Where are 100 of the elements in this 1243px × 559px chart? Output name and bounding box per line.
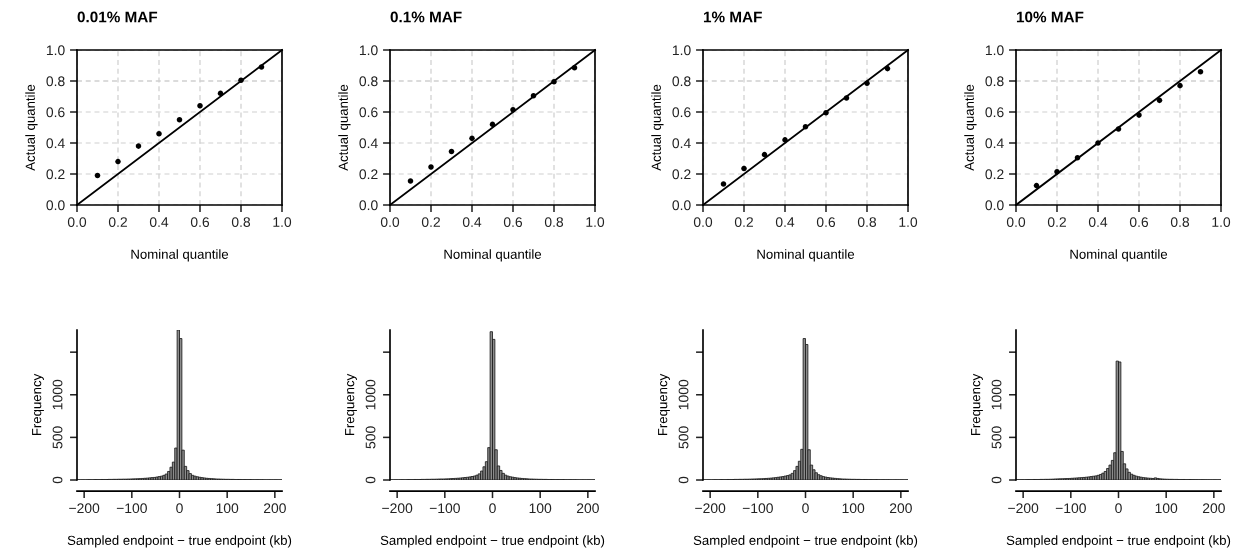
point xyxy=(428,164,434,170)
point xyxy=(1095,140,1101,146)
x-tick-label: 0.6 xyxy=(190,217,210,228)
x-tick-label: 100 xyxy=(842,503,865,514)
x-tick-label: 100 xyxy=(529,503,552,514)
y-tick-label: 500 xyxy=(365,426,376,449)
y-tick-label: 0.2 xyxy=(359,169,378,180)
x-tick-label: 0.2 xyxy=(421,217,440,228)
y-tick-label: 0.6 xyxy=(672,107,691,118)
x-tick-label: 0.0 xyxy=(1006,217,1026,228)
point xyxy=(156,130,162,137)
y-tick-label: 0 xyxy=(365,476,376,484)
x-tick-label: 0.2 xyxy=(734,217,753,228)
y-axis-title: Actual quantile xyxy=(964,84,977,171)
x-tick-label: 0.0 xyxy=(380,217,400,228)
x-tick-label: 0.6 xyxy=(816,217,836,228)
point xyxy=(551,79,557,85)
x-tick-label: 0.4 xyxy=(149,217,169,228)
x-tick-label: 0.0 xyxy=(67,217,87,228)
y-tick-label: 500 xyxy=(991,426,1002,449)
point xyxy=(1033,182,1040,189)
y-tick-label: 0.2 xyxy=(672,169,691,180)
x-tick-label: 100 xyxy=(1155,503,1178,514)
x-tick-label: −200 xyxy=(695,503,726,514)
point xyxy=(1054,168,1060,175)
point xyxy=(530,92,537,99)
x-tick-label: 0 xyxy=(802,503,809,514)
y-tick-label: 1.0 xyxy=(359,45,378,56)
point xyxy=(884,65,891,72)
y-tick-label: 0.0 xyxy=(359,200,378,211)
x-tick-label: −200 xyxy=(1008,503,1039,514)
point xyxy=(469,135,475,142)
point xyxy=(1177,82,1183,89)
y-axis-title: Frequency xyxy=(971,373,983,436)
x-axis-title: Nominal quantile xyxy=(757,249,855,262)
x-tick-label: 0.2 xyxy=(1047,217,1066,228)
y-tick-label: 0.0 xyxy=(985,200,1004,211)
x-axis-title: Sampled endpoint − true endpoint (kb) xyxy=(380,535,605,548)
y-axis-title: Frequency xyxy=(658,373,670,436)
x-tick-label: −100 xyxy=(116,503,147,514)
point xyxy=(720,181,727,187)
x-tick-label: 0.8 xyxy=(231,217,251,228)
chart-title: 0.01% MAF xyxy=(77,11,158,23)
point xyxy=(197,103,203,109)
y-tick-label: 500 xyxy=(52,426,63,449)
x-tick-label: −200 xyxy=(69,503,100,514)
point xyxy=(1074,154,1081,161)
y-axis-title: Actual quantile xyxy=(651,84,664,171)
x-axis-title: Sampled endpoint − true endpoint (kb) xyxy=(693,535,918,548)
y-tick-label: 0.4 xyxy=(359,138,378,149)
x-tick-label: 0.8 xyxy=(857,217,877,228)
point xyxy=(843,95,850,101)
y-tick-label: 0.6 xyxy=(46,107,65,118)
x-tick-label: 1.0 xyxy=(273,217,292,228)
point xyxy=(258,64,265,70)
y-axis-title: Actual quantile xyxy=(25,84,38,171)
point xyxy=(407,178,414,184)
x-tick-label: 0 xyxy=(1115,503,1122,514)
y-tick-label: 1000 xyxy=(365,379,376,410)
y-tick-label: 1.0 xyxy=(985,45,1004,56)
y-axis-title: Actual quantile xyxy=(338,84,351,171)
x-axis-title: Nominal quantile xyxy=(131,249,229,262)
x-tick-label: −100 xyxy=(1055,503,1086,514)
y-tick-label: 0.4 xyxy=(672,138,691,149)
x-axis-title: Sampled endpoint − true endpoint (kb) xyxy=(1006,535,1231,548)
point xyxy=(217,90,224,97)
point xyxy=(571,65,578,71)
y-tick-label: 0.2 xyxy=(985,169,1004,180)
x-axis-title: Nominal quantile xyxy=(444,249,542,262)
point xyxy=(510,106,516,113)
point xyxy=(782,137,788,143)
y-axis-title: Frequency xyxy=(32,373,44,436)
x-tick-label: 200 xyxy=(576,503,599,514)
x-tick-label: −100 xyxy=(429,503,460,514)
x-tick-label: −200 xyxy=(382,503,413,514)
x-tick-label: 0.8 xyxy=(544,217,564,228)
x-tick-label: 0.0 xyxy=(693,217,713,228)
point xyxy=(1197,68,1204,75)
x-tick-label: 0.2 xyxy=(108,217,127,228)
x-tick-label: 0.8 xyxy=(1170,217,1190,228)
point xyxy=(1156,97,1163,104)
x-tick-label: 200 xyxy=(1202,503,1225,514)
y-tick-label: 1.0 xyxy=(46,45,65,56)
x-tick-label: 200 xyxy=(889,503,912,514)
point xyxy=(761,151,768,158)
x-axis-title: Nominal quantile xyxy=(1070,249,1168,262)
y-tick-label: 500 xyxy=(678,426,689,449)
x-tick-label: 0 xyxy=(489,503,496,514)
y-tick-label: 0.2 xyxy=(46,169,65,180)
y-tick-label: 1000 xyxy=(678,379,689,410)
y-tick-label: 0.4 xyxy=(46,138,65,149)
y-tick-label: 0.8 xyxy=(359,76,378,87)
y-tick-label: 0.0 xyxy=(46,200,65,211)
x-tick-label: −100 xyxy=(742,503,773,514)
x-tick-label: 0.4 xyxy=(1088,217,1108,228)
point xyxy=(1115,126,1122,132)
y-tick-label: 0.8 xyxy=(46,76,65,87)
y-tick-label: 0.6 xyxy=(359,107,378,118)
point xyxy=(741,165,747,172)
y-tick-label: 1000 xyxy=(52,379,63,410)
